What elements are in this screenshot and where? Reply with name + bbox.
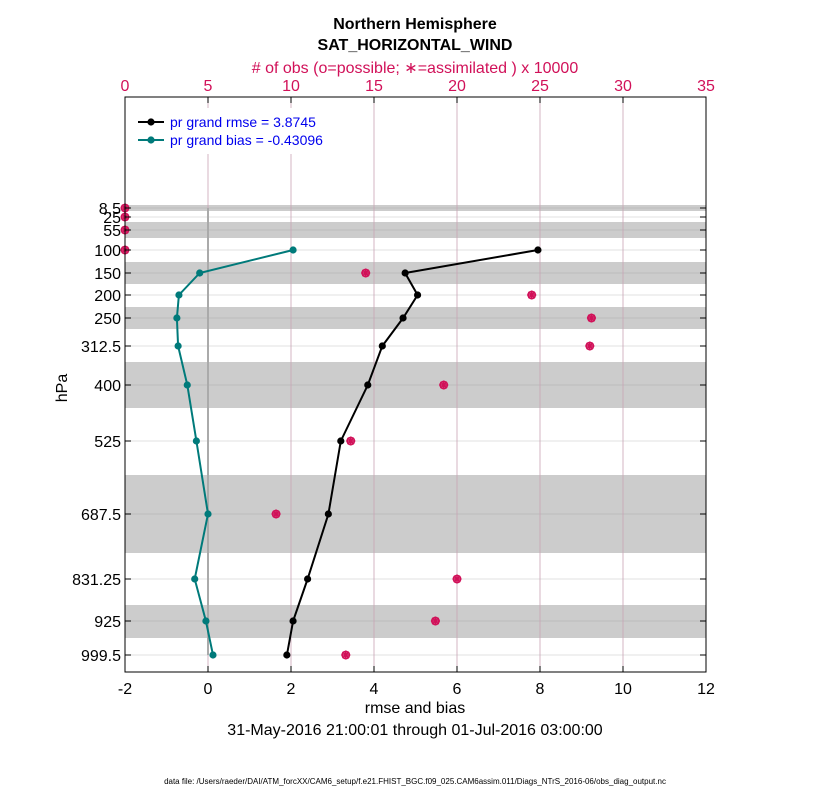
rmse-point (283, 651, 291, 659)
data-file-footnote: data file: /Users/raeder/DAI/ATM_forcXX/… (164, 777, 666, 786)
obs-assimilated-marker (439, 380, 449, 390)
top-tick-label: 10 (282, 78, 300, 95)
bottom-axis-ticks: -2 0 2 4 6 8 10 12 (118, 666, 715, 698)
obs-star-stroke (342, 651, 350, 659)
legend-bias-marker (147, 136, 155, 144)
obs-assimilated-marker (346, 436, 356, 446)
y-tick-label: 200 (94, 288, 121, 305)
rmse-point (534, 246, 542, 254)
y-tick-label: 925 (94, 614, 121, 631)
obs-assimilated-marker (430, 616, 440, 626)
x-tick-label: 10 (614, 681, 632, 698)
y-tick-label: 25 (103, 210, 121, 227)
top-axis-ticks: 0 5 10 15 20 25 30 35 (121, 78, 715, 103)
bias-point (175, 291, 183, 299)
obs-star-stroke (361, 269, 370, 277)
obs-assimilated-marker (271, 509, 281, 519)
y-tick-label: 687.5 (81, 507, 121, 524)
obs-assimilated-marker (586, 313, 596, 323)
bias-point (174, 342, 182, 350)
obs-star-stroke (439, 381, 448, 389)
bias-point (183, 381, 191, 389)
y-tick-label: 250 (94, 311, 121, 328)
obs-star-stroke (431, 617, 440, 625)
rmse-point (304, 575, 312, 583)
bias-point (289, 246, 297, 254)
bias-point (204, 510, 212, 518)
x-tick-label: 0 (204, 681, 213, 698)
obs-star-stroke (347, 437, 355, 445)
obs-assimilated-marker (361, 268, 371, 278)
top-tick-label: 20 (448, 78, 466, 95)
obs-star-stroke (587, 314, 596, 322)
legend-rmse-marker (147, 118, 155, 126)
rmse-point (413, 291, 422, 299)
y-tick-label: 55 (103, 223, 121, 240)
chart-subtitle: SAT_HORIZONTAL_WIND (318, 37, 513, 54)
top-tick-label: 0 (121, 78, 130, 95)
y-tick-label: 525 (94, 434, 121, 451)
obs-assimilated-marker (341, 650, 351, 660)
top-tick-label: 30 (614, 78, 632, 95)
rmse-point (378, 342, 386, 350)
rmse-point (337, 437, 345, 445)
y-tick-label: 831.25 (72, 572, 121, 589)
y-tick-label: 999.5 (81, 648, 121, 665)
x-tick-label: -2 (118, 681, 132, 698)
obs-star-stroke (453, 575, 461, 583)
obs-assimilated-marker (452, 574, 462, 584)
x-tick-label: 4 (370, 681, 379, 698)
y-tick-label: 400 (94, 378, 121, 395)
rmse-point (324, 510, 332, 518)
chart-title: Northern Hemisphere (333, 16, 497, 33)
rmse-point (399, 314, 407, 322)
x-tick-label: 6 (453, 681, 462, 698)
date-range: 31-May-2016 21:00:01 through 01-Jul-2016… (227, 722, 602, 739)
y-tick-label: 150 (94, 266, 121, 283)
top-tick-label: 35 (697, 78, 715, 95)
x-tick-label: 12 (697, 681, 715, 698)
top-tick-label: 15 (365, 78, 383, 95)
top-tick-label: 5 (204, 78, 213, 95)
top-tick-label: 25 (531, 78, 549, 95)
legend-rmse-label: pr grand rmse = 3.8745 (170, 114, 316, 130)
bias-point (192, 437, 200, 445)
bias-point (196, 269, 204, 277)
obs-star-stroke (527, 291, 536, 299)
data-series (173, 246, 542, 659)
legend-bias-label: pr grand bias = -0.43096 (170, 132, 323, 148)
top-axis-label: # of obs (o=possible; ∗=assimilated ) x … (252, 60, 579, 77)
obs-star-stroke (586, 342, 594, 350)
rmse-point (401, 269, 409, 277)
obs-assimilated-marker (585, 341, 595, 351)
legend-box (130, 108, 340, 154)
bias-point (191, 575, 199, 583)
y-tick-label: 312.5 (81, 339, 121, 356)
obs-star-stroke (272, 510, 280, 518)
y-axis-label: hPa (54, 374, 71, 403)
level-band (125, 605, 706, 638)
obs-assimilated-marker (527, 290, 537, 300)
x-tick-label: 2 (287, 681, 296, 698)
x-tick-label: 8 (536, 681, 545, 698)
legend: pr grand rmse = 3.8745 pr grand bias = -… (130, 108, 340, 154)
bias-point (202, 617, 210, 625)
rmse-point (289, 617, 297, 625)
bias-point (173, 314, 181, 322)
bias-point (209, 651, 217, 659)
y-tick-label: 100 (94, 243, 121, 260)
y-tick-label: 8.5 (99, 201, 121, 218)
rmse-point (364, 381, 372, 389)
x-axis-label: rmse and bias (365, 700, 466, 717)
